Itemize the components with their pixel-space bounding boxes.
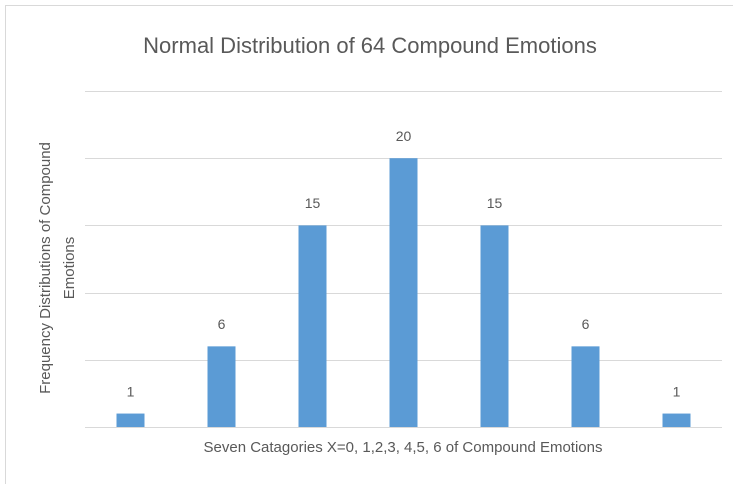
bar [207,346,236,427]
data-label: 15 [305,195,321,211]
y-axis-label: Emotions [61,237,78,300]
bar [389,158,418,427]
data-label: 15 [487,195,503,211]
bar [480,225,509,427]
data-label: 1 [127,383,135,399]
chart-title: Normal Distribution of 64 Compound Emoti… [143,33,597,58]
x-axis-label: Seven Catagories X=0, 1,2,3, 4,5, 6 of C… [204,439,603,456]
data-label: 6 [218,316,226,332]
bar [662,413,691,427]
data-label: 1 [673,383,681,399]
data-label: 20 [396,128,412,144]
bar [571,346,600,427]
y-axis-label: Frequency Distributions of Compound [37,142,54,394]
chart-border [5,5,733,484]
data-label: 6 [582,316,590,332]
bar [298,225,327,427]
bar [116,413,145,427]
